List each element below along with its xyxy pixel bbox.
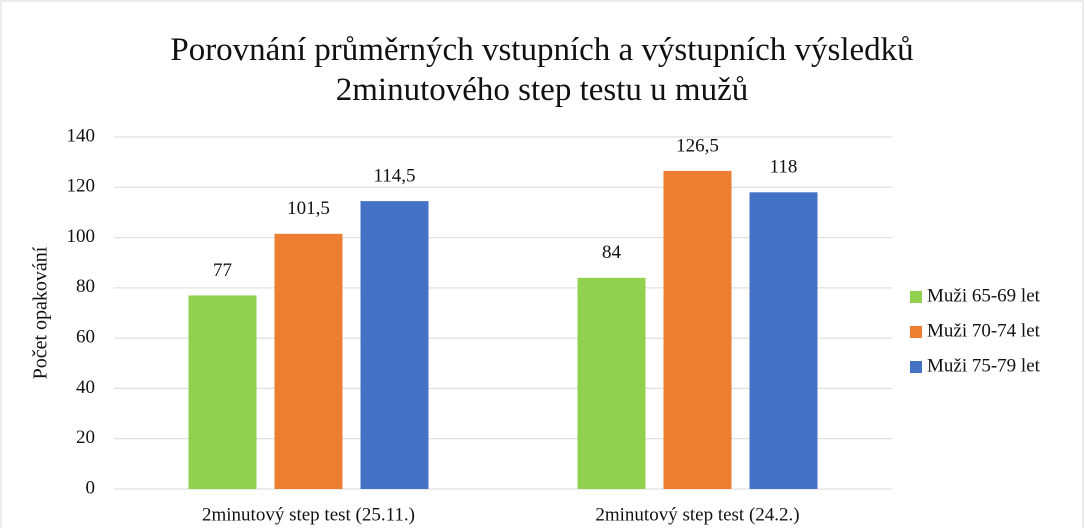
legend-label: Muži 65-69 let bbox=[927, 285, 1041, 306]
y-tick-label: 0 bbox=[86, 477, 96, 498]
y-tick-label: 140 bbox=[67, 125, 96, 146]
y-tick-label: 100 bbox=[67, 226, 96, 247]
bar bbox=[663, 170, 732, 489]
legend-swatch bbox=[910, 326, 922, 338]
legend-label: Muži 70-74 let bbox=[927, 320, 1041, 341]
data-label: 118 bbox=[770, 157, 798, 178]
bar bbox=[274, 233, 343, 489]
bar bbox=[749, 192, 818, 490]
chart-title: Porovnání průměrných vstupních a výstupn… bbox=[170, 32, 914, 108]
legend-label: Muži 75-79 let bbox=[927, 355, 1041, 376]
y-tick-label: 60 bbox=[76, 327, 95, 348]
data-label: 101,5 bbox=[287, 198, 330, 219]
legend-swatch bbox=[910, 361, 922, 373]
y-tick-label: 80 bbox=[76, 276, 95, 297]
data-label: 84 bbox=[602, 242, 622, 263]
y-tick-label: 40 bbox=[76, 377, 95, 398]
y-tick-label: 20 bbox=[76, 427, 95, 448]
bar bbox=[188, 295, 257, 489]
legend-swatch bbox=[910, 291, 922, 303]
data-label: 126,5 bbox=[676, 135, 719, 156]
data-label: 77 bbox=[213, 260, 232, 281]
x-tick-label: 2minutový step test (24.2.) bbox=[595, 504, 799, 525]
bar bbox=[577, 277, 646, 489]
bar bbox=[360, 201, 429, 489]
x-tick-label: 2minutový step test (25.11.) bbox=[202, 504, 415, 525]
y-axis-label: Počet opakování bbox=[30, 246, 52, 379]
data-label: 114,5 bbox=[373, 165, 415, 186]
y-tick-label: 120 bbox=[67, 176, 96, 197]
